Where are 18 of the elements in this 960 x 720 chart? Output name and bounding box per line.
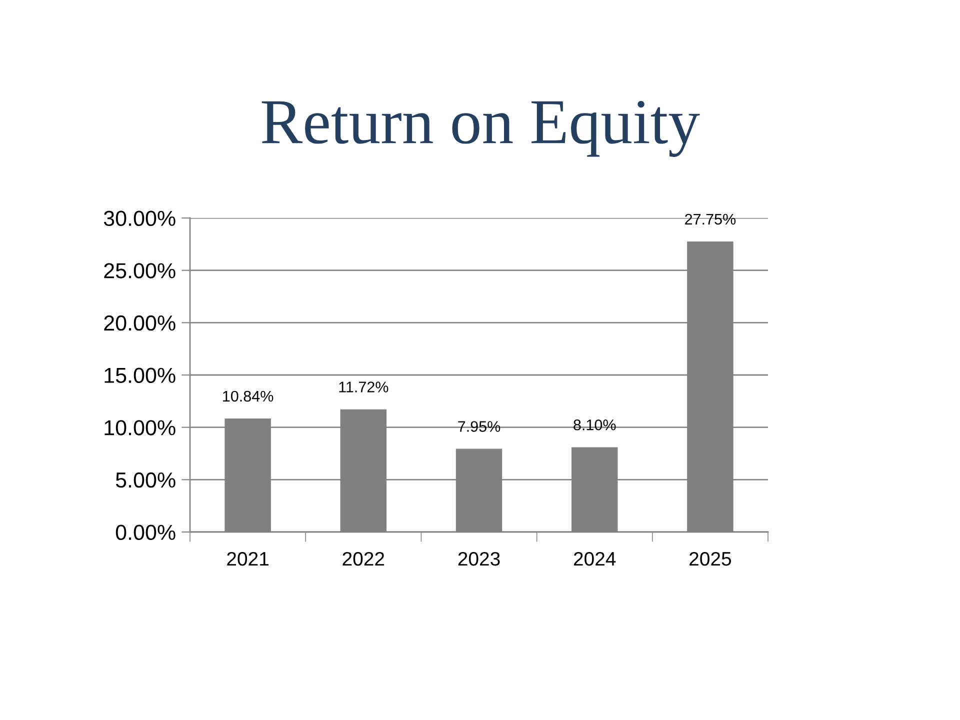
y-tick-label: 20.00%: [104, 315, 176, 331]
data-label: 11.72%: [339, 382, 388, 392]
y-tick-label: 15.00%: [104, 368, 176, 384]
x-tick-label: 2021: [227, 552, 268, 566]
data-label: 10.84%: [223, 390, 274, 402]
y-tick-label: 5.00%: [116, 472, 176, 488]
x-tick-label: 2025: [690, 552, 732, 566]
x-tick-label: 2022: [342, 552, 384, 566]
y-tick-label: 10.00%: [104, 420, 176, 436]
x-tick-label: 2024: [574, 552, 616, 566]
data-label: 8.10%: [574, 419, 616, 430]
y-tick-label: 0.00%: [116, 524, 176, 540]
data-label: 27.75%: [685, 214, 736, 225]
chart-title: Return on Equity: [262, 100, 700, 157]
data-label: 7.95%: [458, 421, 500, 432]
y-tick-label: 30.00%: [104, 210, 176, 226]
y-tick-label: 25.00%: [104, 263, 176, 278]
x-tick-label: 2023: [458, 552, 500, 566]
